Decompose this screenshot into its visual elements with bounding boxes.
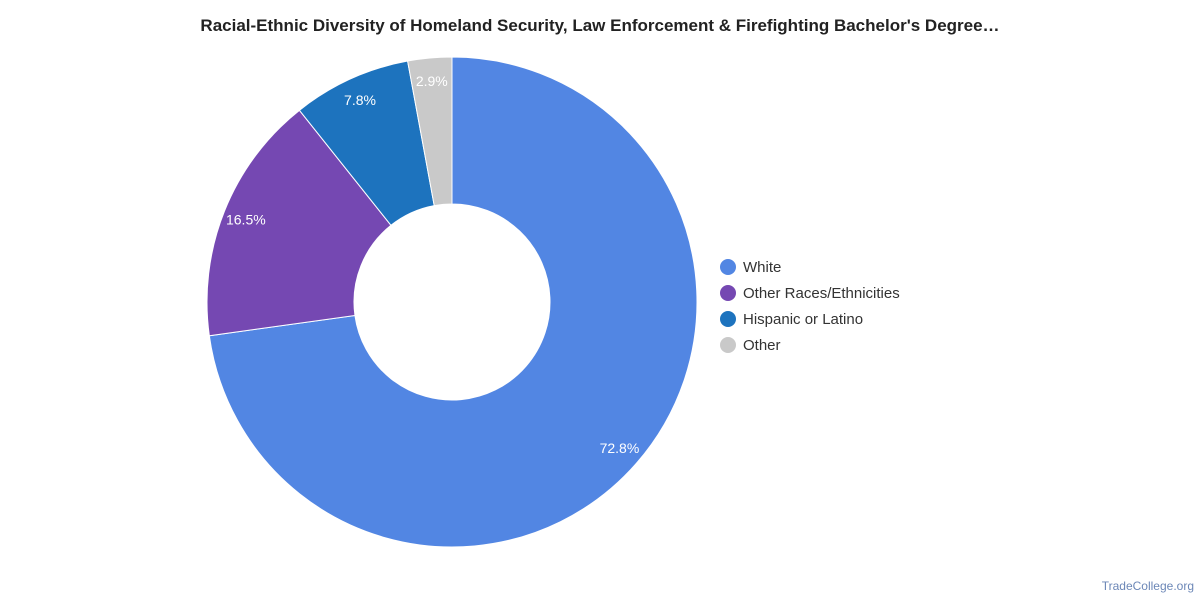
slice-white[interactable] (208, 56, 698, 548)
legend-label-other: Other (743, 336, 781, 354)
source-credit[interactable]: TradeCollege.org (1101, 579, 1194, 593)
label-other: 2.9% (416, 73, 448, 89)
legend-item-other-races[interactable]: Other Races/Ethnicities (720, 280, 900, 306)
legend-label-white: White (743, 258, 782, 276)
label-hispanic: 7.8% (344, 92, 376, 108)
legend-label-other-races: Other Races/Ethnicities (743, 284, 900, 302)
slice-other-races[interactable] (206, 109, 392, 337)
legend-label-hispanic: Hispanic or Latino (743, 310, 864, 328)
legend-item-other[interactable]: Other (720, 332, 900, 358)
legend-swatch-other (720, 337, 736, 353)
legend-swatch-hispanic (720, 311, 736, 327)
legend-item-hispanic[interactable]: Hispanic or Latino (720, 306, 900, 332)
chart-title: Racial-Ethnic Diversity of Homeland Secu… (200, 16, 1000, 35)
slice-other[interactable] (407, 56, 453, 207)
label-white: 72.8% (600, 440, 640, 456)
legend-swatch-other-races (720, 285, 736, 301)
label-other-races: 16.5% (226, 212, 266, 228)
legend-swatch-white (720, 259, 736, 275)
chart-legend: White Other Races/Ethnicities Hispanic o… (720, 254, 900, 358)
legend-item-white[interactable]: White (720, 254, 900, 280)
